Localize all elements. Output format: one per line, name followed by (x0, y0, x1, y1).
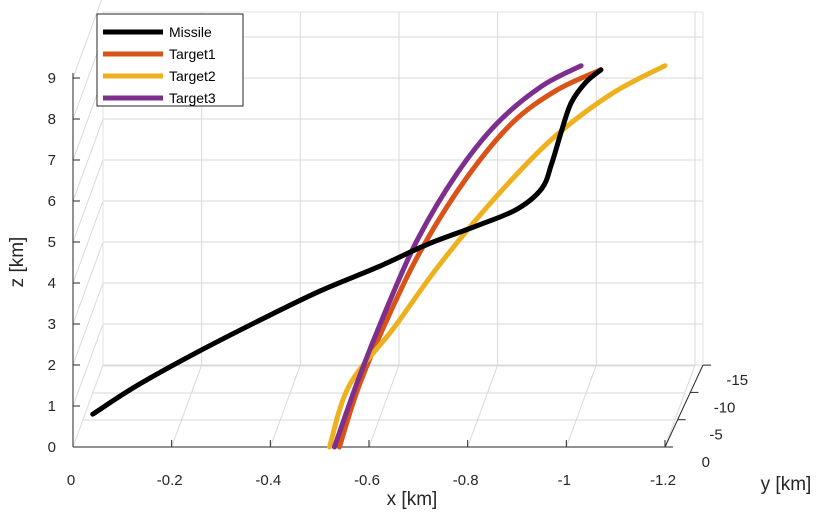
grid-line (72, 323, 104, 407)
z-tick-label: 5 (48, 234, 56, 251)
z-tick-label: 8 (48, 111, 56, 128)
x-tick-label: 0 (67, 472, 75, 489)
legend-label: Target1 (169, 46, 216, 62)
series (90, 63, 668, 450)
grid-line (565, 364, 597, 448)
z-tick-label: 2 (48, 357, 56, 374)
z-tick-label: 3 (48, 316, 56, 333)
series-target3-line (331, 63, 584, 450)
grid-line (664, 364, 696, 448)
y-tick-label: -5 (709, 427, 722, 444)
x-tick-label: -1.2 (650, 472, 676, 489)
x-axis-label: x [km] (387, 489, 438, 510)
series-target2-line (327, 63, 668, 450)
grid-line (269, 364, 301, 448)
series-missile-line (90, 67, 604, 417)
legend: Missile Target1 Target2 Target3 (96, 13, 244, 107)
z-axis-label: z [km] (7, 237, 28, 288)
z-tick-label: 0 (48, 439, 56, 456)
z-tick-label: 6 (48, 193, 56, 210)
x-tick-label: -0.4 (255, 472, 281, 489)
z-tick-label: 1 (48, 398, 56, 415)
x-tick-label: -0.8 (453, 472, 479, 489)
grid-line (467, 364, 499, 448)
grid-line (368, 364, 400, 448)
legend-label: Target2 (169, 68, 216, 84)
legend-box (96, 13, 244, 107)
grid-line (72, 0, 103, 79)
legend-label: Target3 (169, 90, 216, 106)
y-tick-label: -15 (726, 372, 748, 389)
grid-line (72, 159, 104, 243)
y-tick-label: -10 (714, 399, 736, 416)
grid-line (72, 200, 104, 284)
y-tick-label: 0 (702, 454, 710, 471)
grid-line (72, 241, 104, 325)
z-tick-label: 7 (48, 152, 56, 169)
grid-line (72, 118, 104, 202)
grid-line (72, 282, 104, 366)
x-tick-label: -0.6 (354, 472, 380, 489)
y-axis-label: y [km] (761, 474, 812, 495)
z-tick-label: 4 (48, 275, 56, 292)
series-target1-line (336, 67, 604, 450)
tick-labels: 0 1 2 3 4 5 6 7 8 9 0 -0.2 -0.4 -0.6 -0.8 -1 -1.2 0 -5 -10 -… (48, 70, 748, 489)
grid-line (171, 364, 203, 448)
x-tick-label: -0.2 (157, 472, 183, 489)
box-edge (72, 364, 104, 448)
x-tick-label: -1 (558, 472, 571, 489)
legend-label: Missile (169, 24, 212, 40)
axes (72, 11, 712, 448)
y-axis-line (664, 364, 704, 448)
z-tick-label: 9 (48, 70, 56, 87)
